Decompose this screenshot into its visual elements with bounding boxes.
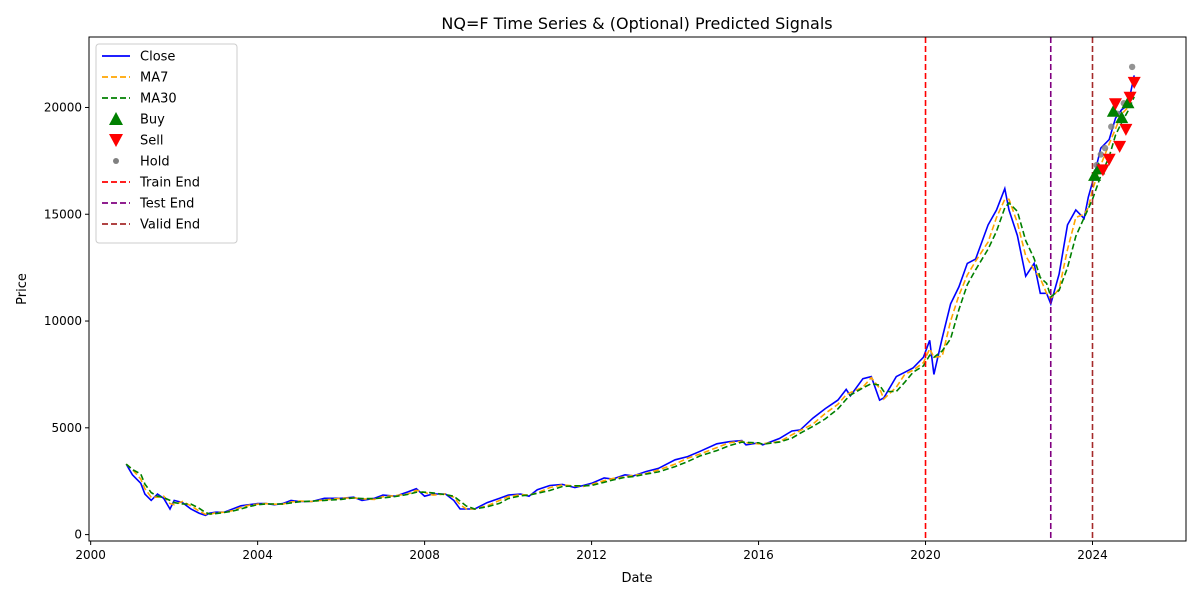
sell-marker (1102, 153, 1116, 166)
y-ticks: 0 5000 10000 15000 20000 (44, 100, 89, 542)
legend-label: Train End (139, 176, 200, 191)
hold-marker (1101, 144, 1109, 152)
legend-item: Valid End (102, 218, 200, 233)
legend-item: MA30 (102, 92, 177, 107)
x-ticks: 2000 2004 2008 2012 2016 2020 2024 (75, 541, 1108, 562)
x-tick-label: 2024 (1077, 548, 1108, 562)
y-tick-label: 10000 (44, 314, 82, 328)
plot-layer (125, 37, 1141, 541)
x-tick-label: 2020 (910, 548, 941, 562)
legend: Close MA7 MA30 Buy Sell Hold Train End Test End… (95, 43, 238, 244)
sell-marker (1127, 76, 1141, 89)
hold-marker (1108, 123, 1115, 130)
legend-item: Hold (113, 155, 170, 170)
legend-item: Sell (109, 134, 163, 149)
sell-marker (1096, 164, 1110, 177)
y-axis-label: Price (15, 273, 30, 305)
legend-box (95, 43, 238, 244)
legend-label: Valid End (140, 218, 200, 233)
legend-label: MA7 (140, 71, 168, 86)
sell-marker (1108, 98, 1122, 111)
chart-title: NQ=F Time Series & (Optional) Predicted … (441, 14, 832, 33)
legend-label: Hold (140, 155, 170, 170)
legend-label: Test End (139, 197, 194, 212)
y-tick-label: 15000 (44, 207, 82, 221)
legend-label: Buy (140, 113, 165, 128)
buy-marker (1121, 96, 1135, 109)
x-tick-label: 2012 (576, 548, 607, 562)
ma30-series-line (125, 96, 1135, 515)
legend-swatch (109, 112, 123, 125)
x-tick-label: 2016 (743, 548, 774, 562)
legend-swatch (113, 158, 119, 164)
x-tick-label: 2004 (242, 548, 273, 562)
legend-label: Sell (140, 134, 163, 149)
y-tick-label: 20000 (44, 100, 82, 114)
legend-item: Test End (102, 197, 194, 212)
sell-marker (1119, 123, 1133, 136)
plot-frame (88, 36, 1187, 542)
legend-item: Train End (102, 176, 200, 191)
legend-label: MA30 (140, 92, 177, 107)
x-axis-label: Date (621, 571, 652, 586)
hold-marker (1097, 151, 1105, 158)
sell-marker (1113, 140, 1127, 153)
y-tick-label: 5000 (51, 421, 82, 435)
x-tick-label: 2008 (409, 548, 440, 562)
y-tick-label: 0 (74, 528, 82, 542)
buy-marker (1088, 168, 1102, 181)
legend-swatch (109, 134, 123, 147)
x-tick-label: 2000 (75, 548, 106, 562)
legend-label: Close (140, 50, 175, 65)
legend-item: Close (102, 50, 175, 65)
hold-marker (1128, 63, 1136, 71)
legend-item: MA7 (102, 71, 168, 86)
buy-marker (1106, 104, 1120, 117)
buy-marker (1115, 111, 1129, 124)
legend-item: Buy (109, 112, 165, 128)
sell-marker (1123, 91, 1137, 104)
